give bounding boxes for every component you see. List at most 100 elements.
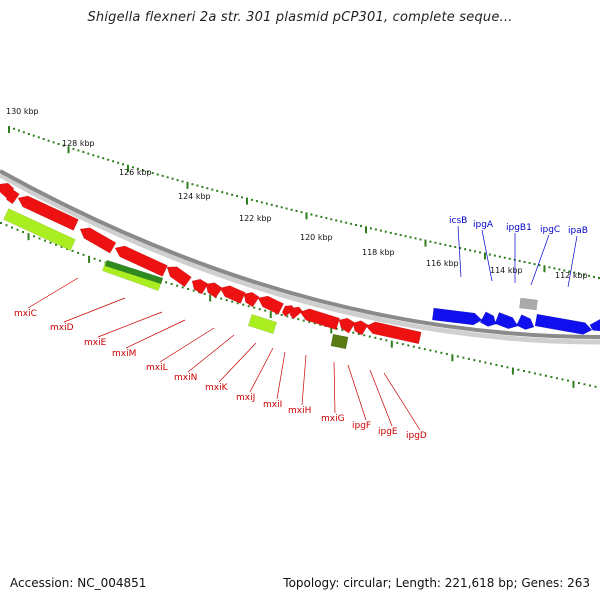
minor-tick [286,315,289,318]
minor-tick [275,205,278,208]
minor-tick [187,288,190,291]
blue-gene-label: ipgA [473,220,494,230]
blue-gene-arrow [494,312,519,330]
minor-tick [588,274,591,277]
red-gene-arrow [281,305,296,317]
minor-tick [265,202,268,205]
minor-tick [191,183,194,186]
red-leader-line [125,319,186,349]
major-tick [126,164,129,172]
red-gene-arrow [166,266,192,288]
minor-tick [325,217,328,220]
minor-tick [320,215,323,218]
minor-tick [156,173,159,176]
tick-label: 122 kbp [239,214,272,223]
red-leader-line [249,347,274,393]
minor-tick [260,201,263,204]
minor-tick [87,152,90,155]
minor-tick [594,385,597,388]
minor-tick [71,249,74,252]
minor-tick [503,256,506,259]
minor-tick [335,327,338,330]
red-gene-label: mxiM [112,349,136,359]
red-gene-arrow [289,306,303,320]
minor-tick [573,271,576,274]
red-gene-label: mxiN [174,373,197,383]
minor-tick [379,229,382,232]
red-leader-line [63,297,126,323]
minor-tick [16,228,19,231]
minor-tick [341,329,344,332]
red-gene-arrow [219,285,246,304]
minor-tick [352,331,355,334]
blue-leader-line [457,225,462,278]
major-tick [269,311,272,319]
major-tick [543,265,546,273]
minor-tick [583,273,586,276]
map-title: Shigella flexneri 2a str. 301 plasmid pC… [87,10,513,25]
minor-tick [27,132,30,135]
red-gene-arrow [17,195,79,231]
minor-tick [439,242,442,245]
minor-tick [165,281,168,284]
minor-tick [401,343,404,346]
minor-tick [350,222,353,225]
minor-tick [166,176,169,179]
blue-gene-label: icsB [449,216,467,226]
minor-tick [467,357,470,360]
minor-tick [112,160,115,163]
minor-tick [533,263,536,266]
minor-tick [418,346,421,349]
red-gene-label: mxiK [205,383,229,393]
minor-tick [60,245,63,248]
minor-tick [161,174,164,177]
blue-leader-line [567,235,578,288]
red-gene-label: mxiL [146,363,168,373]
minor-tick [474,250,477,253]
inner-tick-ring [0,222,597,388]
minor-tick [52,141,55,144]
minor-tick [44,239,47,242]
minor-tick [583,383,586,386]
minor-tick [498,255,501,258]
minor-tick [280,313,283,316]
minor-tick [82,253,85,256]
major-tick [330,326,333,334]
minor-tick [558,268,561,271]
minor-tick [5,224,8,227]
minor-tick [394,232,397,235]
lime-gene-bar [247,313,278,335]
minor-tick [488,253,491,256]
minor-tick [522,369,525,372]
major-tick [390,340,393,348]
red-gene-arrow [338,317,356,334]
minor-tick [528,262,531,265]
minor-tick [32,134,35,137]
grey-gene-bar [519,297,538,311]
minor-tick [368,335,371,338]
tick-label: 120 kbp [300,233,333,242]
minor-tick [38,237,41,240]
red-leader-line [159,327,215,363]
minor-tick [517,368,520,371]
minor-tick [577,382,580,385]
major-tick [364,226,367,234]
minor-tick [399,234,402,237]
minor-tick [340,220,343,223]
minor-tick [360,225,363,228]
minor-tick [93,257,96,260]
plasmid-backbone [0,169,600,339]
minor-tick [449,244,452,247]
minor-tick [379,338,382,341]
blue-gene-label: ipgB1 [506,223,532,233]
minor-tick [77,149,80,152]
minor-tick [369,227,372,230]
olive-gene-bar [330,333,349,350]
minor-tick [131,166,134,169]
lime-gene-bar [3,208,76,251]
blue-gene-arrow [589,318,600,332]
minor-tick [33,235,36,238]
minor-tick [550,375,553,378]
minor-tick [176,284,179,287]
minor-tick [548,266,551,269]
